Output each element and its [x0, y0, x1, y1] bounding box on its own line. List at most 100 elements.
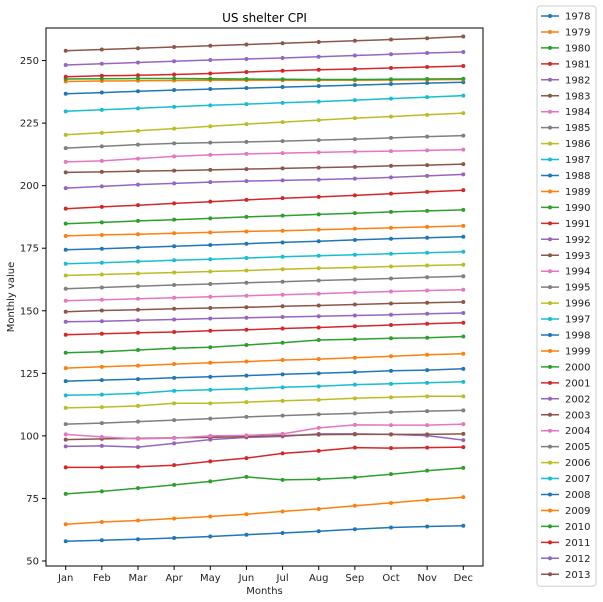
data-point [172, 270, 177, 275]
data-point [208, 433, 213, 438]
data-point [99, 421, 104, 426]
legend-label: 2003 [565, 410, 590, 421]
data-point [425, 497, 430, 502]
data-point [135, 60, 140, 65]
data-point [425, 368, 430, 373]
data-point [135, 464, 140, 469]
data-point [172, 141, 177, 146]
series-line [65, 189, 464, 210]
data-point [352, 252, 357, 257]
data-point [208, 374, 213, 379]
series-line [65, 467, 464, 495]
data-point [172, 317, 177, 322]
data-point [63, 233, 68, 238]
series-line [65, 446, 464, 469]
data-point [389, 191, 394, 196]
data-point [280, 267, 285, 272]
series-line [65, 225, 464, 237]
legend-item: 1979 [541, 27, 590, 38]
data-point [208, 199, 213, 204]
data-point [172, 181, 177, 186]
data-point [389, 236, 394, 241]
data-point [316, 303, 321, 308]
legend-swatch-marker [548, 428, 552, 433]
series-line [65, 335, 464, 354]
legend-item: 1992 [541, 235, 590, 246]
legend-item: 1994 [541, 267, 590, 278]
data-point [425, 432, 430, 437]
x-tick-label: Dec [454, 573, 473, 584]
data-point [244, 241, 249, 246]
data-point [172, 104, 177, 109]
data-point [172, 463, 177, 468]
data-point [172, 168, 177, 173]
series-2004 [63, 147, 466, 164]
data-point [389, 135, 394, 140]
data-point [208, 180, 213, 185]
data-point [352, 396, 357, 401]
series-1978 [63, 523, 466, 544]
series-line [65, 312, 464, 323]
data-point [280, 340, 285, 345]
series-1987 [63, 379, 466, 398]
data-point [99, 61, 104, 66]
legend-item: 2010 [541, 522, 590, 533]
data-point [63, 63, 68, 68]
data-point [280, 120, 285, 125]
data-point [389, 96, 394, 101]
data-point [425, 445, 430, 450]
data-point [461, 320, 466, 325]
data-point [208, 216, 213, 221]
data-point [389, 432, 394, 437]
data-point [99, 297, 104, 302]
legend-item: 1978 [541, 12, 590, 23]
series-line [65, 65, 464, 78]
data-point [99, 349, 104, 354]
legend-item: 1981 [541, 59, 590, 70]
y-tick-label: 75 [26, 494, 39, 505]
data-point [135, 296, 140, 301]
series-1983 [63, 431, 466, 442]
data-point [280, 326, 285, 331]
data-point [389, 410, 394, 415]
data-point [461, 249, 466, 254]
data-point [99, 232, 104, 237]
data-point [63, 309, 68, 314]
legend-item: 1987 [541, 155, 590, 166]
data-point [99, 144, 104, 149]
data-point [244, 102, 249, 107]
data-point [135, 245, 140, 250]
data-point [352, 211, 357, 216]
legend-swatch-marker [548, 380, 552, 385]
data-point [280, 77, 285, 82]
data-point [352, 265, 357, 270]
data-point [244, 400, 249, 405]
data-point [461, 223, 466, 228]
data-point [461, 465, 466, 470]
data-point [208, 316, 213, 321]
data-point [352, 38, 357, 43]
data-point [352, 137, 357, 142]
data-point [425, 51, 430, 56]
data-point [461, 188, 466, 193]
legend-label: 1999 [565, 346, 590, 357]
data-point [244, 305, 249, 310]
legend-swatch-marker [548, 524, 552, 529]
legend-item: 2007 [541, 474, 590, 485]
data-point [316, 266, 321, 271]
data-point [280, 41, 285, 46]
data-point [63, 366, 68, 371]
legend-label: 1996 [565, 299, 590, 310]
data-point [352, 475, 357, 480]
data-point [461, 207, 466, 212]
series-line [65, 524, 464, 542]
legend-item: 2006 [541, 458, 590, 469]
data-point [425, 352, 430, 357]
legend-item: 2002 [541, 394, 590, 405]
data-point [135, 419, 140, 424]
data-point [316, 99, 321, 104]
data-point [135, 391, 140, 396]
data-point [172, 306, 177, 311]
data-point [135, 284, 140, 289]
legend-swatch-marker [548, 492, 552, 497]
